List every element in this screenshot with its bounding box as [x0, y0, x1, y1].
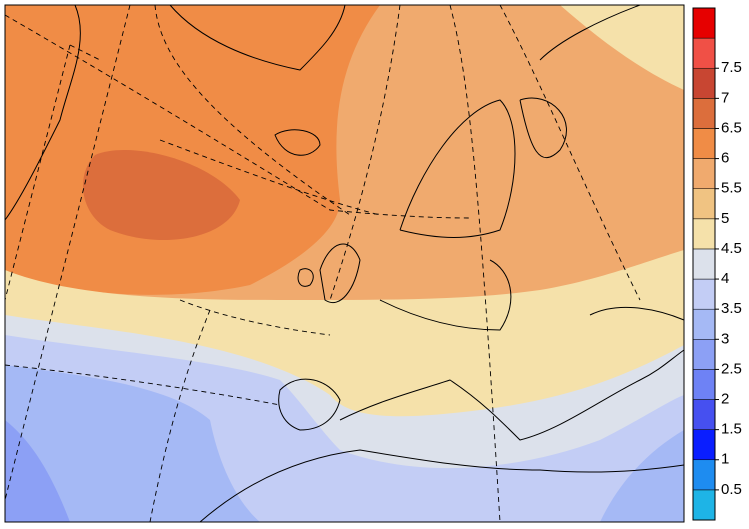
colorbar-segment — [692, 188, 716, 220]
colorbar-segment — [692, 369, 716, 400]
colorbar-label: 5 — [721, 210, 729, 227]
colorbar-segment — [692, 248, 716, 280]
field-max — [83, 150, 240, 240]
colorbar-label: 1 — [721, 451, 729, 468]
colorbar-label: 2 — [721, 390, 729, 407]
colorbar-segment — [692, 339, 716, 370]
colorbar-segment — [692, 128, 716, 159]
field-min — [5, 420, 70, 522]
colorbar-segment — [692, 489, 716, 521]
colorbar-label: 5.5 — [721, 180, 742, 197]
colorbar-label: 6.5 — [721, 119, 742, 136]
colorbar-segment — [692, 399, 716, 430]
colorbar-label: 7 — [721, 89, 729, 106]
map — [4, 4, 685, 523]
colorbar-segment — [692, 218, 716, 250]
colorbar-label: 3 — [721, 330, 729, 347]
colorbar-label: 3.5 — [721, 300, 742, 317]
map-frame — [4, 4, 685, 523]
colorbar-segment — [692, 67, 716, 99]
colorbar-label: 2.5 — [721, 360, 742, 377]
field-se — [600, 430, 684, 522]
field-high — [5, 5, 380, 295]
colorbar-segment — [692, 278, 716, 310]
colorbar-segment — [692, 308, 716, 340]
colorbar-label: 4 — [721, 270, 729, 287]
colorbar-segment — [692, 459, 716, 491]
colorbar-segment — [692, 7, 716, 39]
colorbar-label: 0.5 — [721, 481, 742, 498]
colorbar-label: 4.5 — [721, 240, 742, 257]
colorbar-label: 6 — [721, 150, 729, 167]
colorbar-segment — [692, 158, 716, 189]
coastlines — [4, 4, 685, 523]
graticule — [4, 4, 641, 523]
colorbar-segment — [692, 429, 716, 461]
colorbar-label: 7.5 — [721, 59, 742, 76]
colorbar-frame — [692, 7, 716, 521]
colorbar: 0.5 1 1.5 2 2.5 3 3.5 4 4.5 5 5.5 6 6.5 7 7.5 — [692, 7, 742, 521]
field-lower — [5, 365, 260, 522]
colorbar-label: 1.5 — [721, 421, 742, 438]
colorbar-segment — [692, 37, 716, 69]
colorbar-segment — [692, 98, 716, 129]
